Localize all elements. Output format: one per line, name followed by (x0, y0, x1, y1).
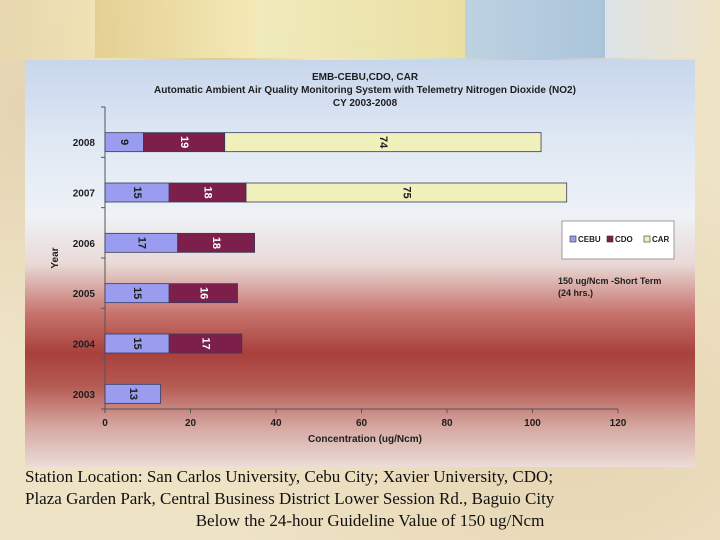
x-tick-label: 60 (356, 418, 368, 429)
decorative-banner (0, 0, 720, 60)
bar-cdo-2006 (177, 232, 256, 253)
caption-line3: Below the 24-hour Guideline Value of 150… (195, 511, 545, 530)
guideline-note-line2: (24 hrs.) (558, 288, 593, 298)
chart-title-3: CY 2003-2008 (333, 98, 398, 109)
y-tick-label: 2003 (73, 390, 96, 401)
chart-title-2: Automatic Ambient Air Quality Monitoring… (154, 85, 576, 96)
data-label: 15 (131, 287, 143, 299)
data-label: 18 (202, 186, 214, 198)
y-tick-label: 2006 (73, 239, 96, 250)
y-tick-label: 2008 (73, 138, 96, 149)
caption-line2: Plaza Garden Park, Central Business Dist… (25, 489, 555, 508)
y-tick-label: 2004 (73, 340, 96, 351)
data-label: 19 (178, 136, 190, 148)
data-label: 75 (400, 186, 412, 198)
bar-car-2008 (224, 132, 542, 153)
caption-line1: Station Location: San Carlos University,… (25, 467, 554, 486)
data-label: 17 (199, 337, 211, 349)
chart-panel: EMB-CEBU,CDO, CAR Automatic Ambient Air … (25, 60, 695, 467)
legend-swatch-cebu (569, 235, 577, 243)
legend-label-cdo: CDO (615, 235, 633, 244)
data-label: 15 (131, 186, 143, 198)
x-tick-label: 40 (270, 418, 282, 429)
data-label: 15 (131, 337, 143, 349)
legend: CEBU CDO CAR (561, 220, 675, 260)
x-axis-label: Concentration (ug/Ncm) (308, 434, 422, 445)
data-label: 16 (197, 287, 209, 299)
legend-label-cebu: CEBU (578, 235, 601, 244)
chart-title-1: EMB-CEBU,CDO, CAR (312, 72, 419, 83)
data-label: 18 (210, 237, 222, 249)
legend-box (561, 220, 675, 260)
legend-label-car: CAR (652, 235, 670, 244)
x-tick-label: 0 (102, 418, 108, 429)
data-label: 9 (118, 139, 130, 145)
x-tick-label: 80 (441, 418, 453, 429)
bar-cdo-2005 (168, 283, 238, 304)
legend-swatch-cdo (606, 235, 614, 243)
y-tick-label: 2005 (73, 289, 96, 300)
x-tick-label: 20 (185, 418, 197, 429)
data-label: 74 (377, 136, 389, 149)
guideline-note-line1: 150 ug/Ncm -Short Term (558, 276, 661, 286)
x-tick-label: 100 (524, 418, 541, 429)
bar-cebu-2003 (104, 383, 161, 404)
bar-cdo-2004 (168, 333, 243, 354)
data-label: 13 (127, 388, 139, 400)
y-tick-label: 2007 (73, 189, 96, 200)
data-label: 17 (135, 237, 147, 249)
x-tick-label: 120 (610, 418, 627, 429)
no2-bar-chart: EMB-CEBU,CDO, CAR Automatic Ambient Air … (50, 72, 675, 445)
caption: Station Location: San Carlos University,… (25, 466, 695, 532)
bar-car-2007 (245, 182, 568, 203)
legend-swatch-car (643, 235, 651, 243)
y-axis-label: Year (50, 247, 61, 268)
